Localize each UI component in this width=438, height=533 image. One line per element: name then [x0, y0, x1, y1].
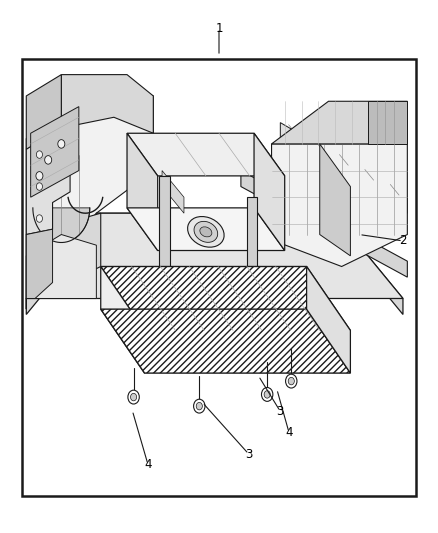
- Polygon shape: [26, 213, 403, 298]
- Text: 1: 1: [215, 22, 223, 35]
- Polygon shape: [241, 171, 407, 277]
- Ellipse shape: [187, 216, 224, 247]
- Polygon shape: [272, 101, 407, 144]
- Polygon shape: [272, 144, 407, 266]
- Polygon shape: [26, 235, 96, 298]
- Text: 4: 4: [285, 426, 293, 439]
- Circle shape: [36, 215, 42, 222]
- Text: 4: 4: [144, 458, 152, 471]
- Circle shape: [36, 151, 42, 158]
- Polygon shape: [247, 197, 257, 320]
- Polygon shape: [26, 128, 70, 235]
- Polygon shape: [26, 213, 101, 309]
- Polygon shape: [127, 208, 285, 251]
- Polygon shape: [26, 229, 53, 298]
- Polygon shape: [127, 133, 285, 176]
- Text: 3: 3: [245, 448, 252, 461]
- Polygon shape: [320, 144, 350, 256]
- Circle shape: [131, 393, 137, 401]
- Circle shape: [58, 140, 65, 148]
- Polygon shape: [26, 80, 153, 298]
- Polygon shape: [162, 171, 184, 213]
- Circle shape: [194, 399, 205, 413]
- Circle shape: [196, 402, 202, 410]
- Polygon shape: [101, 266, 350, 330]
- Polygon shape: [280, 123, 407, 213]
- Circle shape: [288, 377, 294, 385]
- Text: 3: 3: [277, 405, 284, 418]
- Circle shape: [36, 183, 42, 190]
- Ellipse shape: [200, 227, 212, 237]
- Ellipse shape: [194, 221, 218, 243]
- Bar: [22, 59, 416, 496]
- Polygon shape: [61, 75, 153, 133]
- Polygon shape: [26, 75, 61, 149]
- Polygon shape: [33, 208, 90, 243]
- Polygon shape: [101, 266, 145, 373]
- Circle shape: [264, 391, 270, 398]
- Polygon shape: [127, 133, 158, 251]
- Polygon shape: [31, 107, 79, 197]
- Text: 2: 2: [399, 235, 407, 247]
- Polygon shape: [254, 133, 285, 251]
- Circle shape: [261, 387, 273, 401]
- Circle shape: [36, 172, 43, 180]
- Circle shape: [128, 390, 139, 404]
- Polygon shape: [159, 176, 170, 309]
- Polygon shape: [368, 101, 407, 144]
- Circle shape: [45, 156, 52, 164]
- Polygon shape: [26, 213, 403, 314]
- Polygon shape: [307, 266, 350, 373]
- Circle shape: [286, 374, 297, 388]
- Polygon shape: [101, 309, 350, 373]
